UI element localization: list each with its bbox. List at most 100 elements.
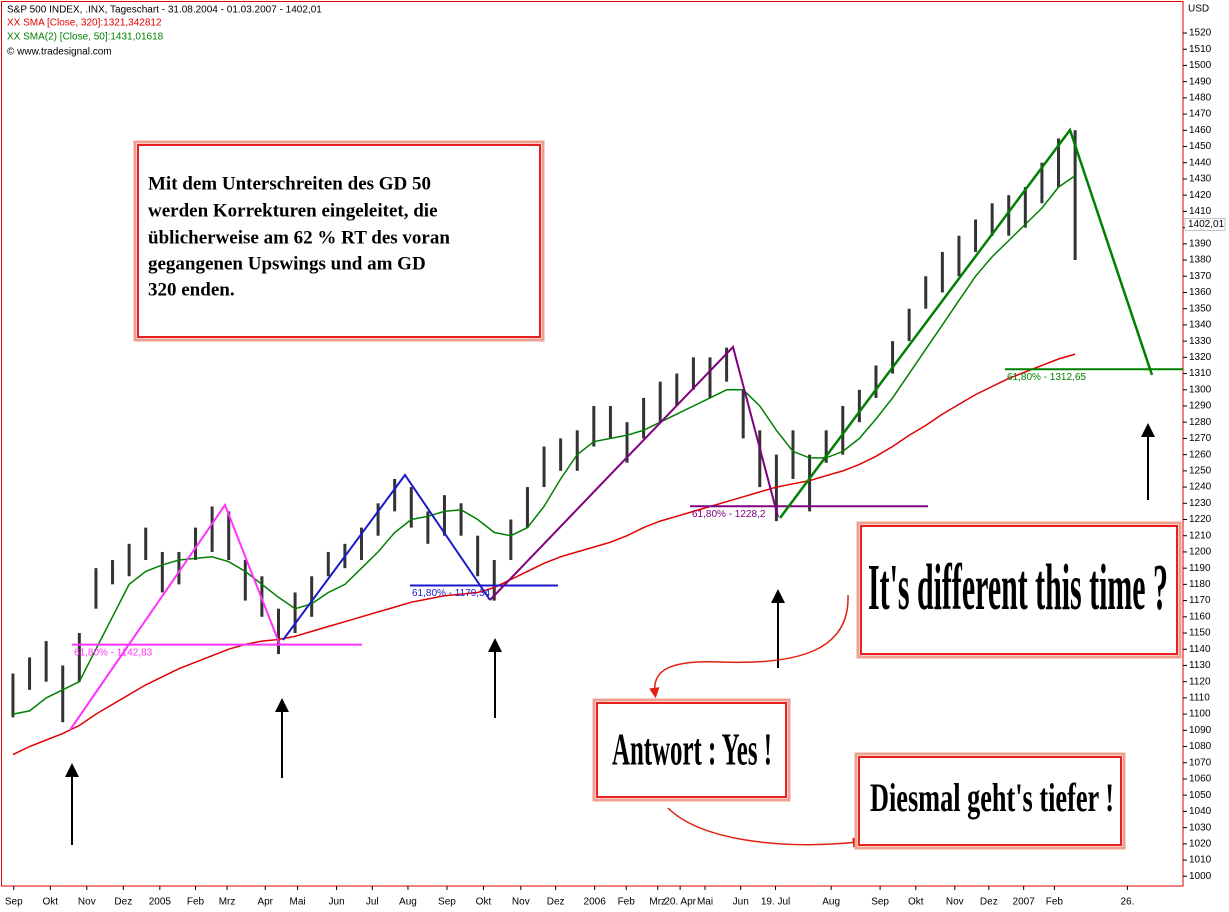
y-tick-label: 1180 [1189, 579, 1211, 590]
x-tick-label: Feb [618, 897, 636, 908]
y-tick-label: 1060 [1189, 774, 1212, 785]
y-tick-label: 1190 [1189, 563, 1211, 574]
y-tick-label: 1500 [1189, 60, 1212, 71]
grid-layer [13, 32, 1187, 890]
x-tick-label: Feb [1046, 897, 1064, 908]
y-tick-label: 1350 [1189, 303, 1212, 314]
y-tick-label: 1450 [1189, 141, 1212, 152]
text-box-line: üblicherweise am 62 % RT des voran [148, 227, 450, 248]
y-tick-label: 1510 [1189, 44, 1212, 55]
plot-frame [1, 1, 1184, 887]
y-tick-label: 1420 [1189, 190, 1212, 201]
y-tick-label: 1320 [1189, 352, 1212, 363]
x-tick-label: 2005 [149, 897, 172, 908]
y-tick-label: 1460 [1189, 125, 1212, 136]
outlook-box: Diesmal geht's tiefer ! [854, 752, 1126, 850]
answer-box: Antwort : Yes ! [592, 698, 791, 802]
x-tick-label: Mai [697, 897, 713, 908]
y-tick-label: 1080 [1189, 741, 1212, 752]
x-tick-label: Jun [733, 897, 749, 908]
y-tick-label: 1110 [1189, 693, 1210, 704]
x-tick-label: Apr [257, 897, 273, 908]
y-tick-label: 1330 [1189, 336, 1212, 347]
x-tick-label: Mrz [219, 897, 236, 908]
y-tick-label: 1280 [1189, 417, 1212, 428]
y-tick-label: 1240 [1189, 482, 1212, 493]
y-tick-label: 1200 [1189, 547, 1212, 558]
y-tick-label: 1050 [1189, 790, 1212, 801]
y-tick-label: 1370 [1189, 271, 1212, 282]
y-tick-label: 1170 [1189, 595, 1211, 606]
data-layer [11, 130, 1183, 756]
y-tick-label: 1340 [1189, 320, 1212, 331]
fib-label: 61,80% - 1179,34 [412, 588, 491, 599]
x-tick-label: Dez [114, 897, 132, 908]
y-tick-label: 1250 [1189, 465, 1212, 476]
y-tick-label: 1120 [1189, 676, 1211, 687]
trendline [282, 473, 491, 641]
x-tick-label: Okt [908, 897, 924, 908]
text-box-line: 320 enden. [148, 279, 235, 300]
trendline [489, 345, 779, 601]
fib-label: 61,80% - 1142,83 [74, 647, 153, 658]
x-tick-label: Feb [187, 897, 205, 908]
y-tick-label: 1410 [1189, 206, 1212, 217]
x-tick-label: Aug [822, 897, 840, 908]
x-tick-label: Mrz [649, 897, 666, 908]
y-tick-label: 1390 [1189, 238, 1212, 249]
x-tick-label: 19. Jul [761, 897, 790, 908]
y-tick-label: 1300 [1189, 384, 1212, 395]
y-tick-label: 1310 [1189, 368, 1212, 379]
y-tick-label: 1040 [1189, 806, 1212, 817]
y-tick-label: 1160 [1189, 611, 1211, 622]
callout-box: It's different this time ? [856, 521, 1182, 659]
y-tick-label: 1100 [1189, 709, 1211, 720]
y-tick-label: 1130 [1189, 660, 1211, 671]
sma-line [12, 175, 1076, 715]
x-tick-label: 20. Apr [664, 897, 696, 908]
text-box-line: Mit dem Unterschreiten des GD 50 [148, 173, 431, 194]
y-tick-label: 1430 [1189, 174, 1212, 185]
y-tick-label: 1470 [1189, 109, 1212, 120]
x-tick-label: Okt [43, 897, 59, 908]
last-value-label: 1402,01 [1188, 219, 1225, 230]
y-tick-label: 1260 [1189, 449, 1212, 460]
y-axis-label: USD [1188, 4, 1209, 15]
trendline [778, 127, 1154, 519]
text-box-line: werden Korrekturen eingeleitet, die [148, 200, 438, 221]
curved-arrow [649, 594, 849, 699]
y-tick-label: 1210 [1189, 530, 1212, 541]
x-tick-label: 2007 [1013, 897, 1036, 908]
y-tick-label: 1090 [1189, 725, 1212, 736]
y-tick-label: 1230 [1189, 498, 1212, 509]
legend-entry: XX SMA [Close, 320]:1321,342812 [7, 18, 162, 29]
x-tick-label: Aug [399, 897, 417, 908]
x-tick-label: Okt [476, 897, 492, 908]
x-tick-label: Dez [980, 897, 998, 908]
y-tick-label: 1010 [1189, 855, 1212, 866]
x-tick-label: 26. [1120, 897, 1134, 908]
legend-entry: XX SMA(2) [Close, 50]:1431,01618 [7, 32, 164, 43]
y-tick-label: 1440 [1189, 157, 1212, 168]
y-tick-label: 1380 [1189, 255, 1212, 266]
trendline [69, 502, 281, 731]
last-value-box [1184, 218, 1226, 231]
credit: © www.tradesignal.com [7, 47, 112, 58]
y-tick-label: 1000 [1189, 871, 1212, 882]
y-tick-label: 1220 [1189, 514, 1212, 525]
fib-label: 61,80% - 1312,65 [1007, 372, 1086, 383]
y-tick-label: 1480 [1189, 93, 1212, 104]
x-tick-label: Mai [290, 897, 306, 908]
outlook-text: Diesmal geht's tiefer ! [870, 775, 1114, 820]
curved-arrow [667, 807, 864, 848]
x-tick-label: Sep [438, 897, 456, 908]
callout-text: It's different this time ? [868, 551, 1168, 624]
sma-line [12, 353, 1076, 756]
y-tick-label: 1140 [1189, 644, 1211, 655]
x-tick-label: Sep [871, 897, 889, 908]
text-box: Mit dem Unterschreiten des GD 50 werden … [133, 140, 545, 342]
y-tick-label: 1070 [1189, 757, 1212, 768]
x-tick-label: Dez [547, 897, 565, 908]
x-tick-label: Nov [78, 897, 96, 908]
text-box-line: gegangenen Upswings und am GD [148, 253, 426, 274]
